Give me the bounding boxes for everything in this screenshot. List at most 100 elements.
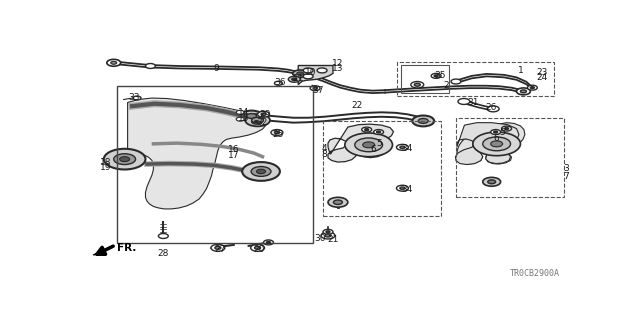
- Circle shape: [288, 76, 300, 82]
- Text: 33: 33: [129, 92, 140, 101]
- Circle shape: [516, 88, 531, 95]
- Text: 35: 35: [434, 71, 445, 80]
- Circle shape: [345, 133, 392, 157]
- Circle shape: [396, 185, 408, 191]
- Circle shape: [104, 149, 145, 170]
- Circle shape: [520, 90, 526, 93]
- Text: 5: 5: [499, 128, 505, 137]
- Text: 34: 34: [401, 185, 412, 194]
- Circle shape: [246, 114, 257, 118]
- Circle shape: [400, 146, 405, 148]
- Circle shape: [242, 162, 280, 181]
- Circle shape: [114, 154, 136, 164]
- Circle shape: [120, 157, 129, 162]
- Circle shape: [303, 74, 313, 79]
- Bar: [456, 118, 564, 197]
- Circle shape: [257, 169, 266, 174]
- Text: 15: 15: [237, 114, 249, 123]
- Circle shape: [491, 130, 500, 134]
- Text: 11: 11: [293, 74, 305, 83]
- Polygon shape: [92, 245, 114, 256]
- Circle shape: [434, 75, 438, 77]
- Polygon shape: [298, 66, 333, 85]
- Circle shape: [325, 234, 331, 237]
- Text: 22: 22: [352, 101, 363, 110]
- Text: 16: 16: [228, 145, 239, 154]
- Circle shape: [264, 240, 273, 245]
- Circle shape: [275, 131, 280, 134]
- Bar: [117, 86, 313, 244]
- Circle shape: [396, 144, 408, 150]
- Circle shape: [355, 138, 383, 152]
- Text: TR0CB2900A: TR0CB2900A: [510, 269, 560, 278]
- Circle shape: [376, 131, 381, 133]
- Text: 6: 6: [371, 145, 376, 154]
- Text: FR.: FR.: [117, 243, 136, 253]
- Text: 21: 21: [327, 236, 339, 244]
- Circle shape: [261, 113, 266, 116]
- Circle shape: [491, 141, 502, 147]
- Text: 8: 8: [321, 150, 327, 159]
- Text: 18: 18: [100, 157, 111, 167]
- Circle shape: [531, 87, 534, 89]
- Circle shape: [107, 59, 121, 66]
- Text: 17: 17: [228, 151, 239, 160]
- Circle shape: [374, 130, 383, 134]
- Text: 10: 10: [305, 68, 316, 77]
- Circle shape: [504, 128, 509, 130]
- Polygon shape: [456, 123, 519, 164]
- Bar: [401, 65, 449, 92]
- Circle shape: [310, 86, 320, 91]
- Circle shape: [458, 99, 470, 104]
- Circle shape: [111, 61, 116, 64]
- Text: 37: 37: [312, 86, 324, 95]
- Circle shape: [431, 73, 441, 78]
- Text: 12: 12: [332, 59, 343, 68]
- Circle shape: [483, 177, 500, 186]
- Circle shape: [362, 127, 372, 132]
- Text: 34: 34: [401, 144, 412, 153]
- Text: 5: 5: [376, 139, 382, 148]
- Circle shape: [158, 234, 168, 238]
- Text: 4: 4: [321, 144, 327, 153]
- Circle shape: [333, 200, 342, 204]
- Circle shape: [326, 231, 330, 233]
- Circle shape: [292, 70, 308, 77]
- Circle shape: [292, 78, 297, 81]
- Circle shape: [145, 64, 156, 68]
- Text: 27: 27: [214, 245, 225, 254]
- Circle shape: [483, 137, 511, 151]
- Circle shape: [133, 96, 141, 100]
- Text: 3: 3: [564, 164, 570, 173]
- Text: 20: 20: [253, 245, 265, 254]
- Circle shape: [363, 142, 374, 148]
- Circle shape: [271, 130, 283, 135]
- Circle shape: [241, 111, 262, 121]
- Circle shape: [493, 131, 498, 133]
- Circle shape: [251, 166, 271, 176]
- Circle shape: [365, 129, 369, 131]
- Text: 19: 19: [100, 163, 111, 172]
- Circle shape: [251, 244, 264, 251]
- Text: 9: 9: [213, 64, 219, 73]
- Circle shape: [255, 121, 259, 123]
- Text: 30: 30: [314, 234, 326, 243]
- Circle shape: [317, 68, 327, 73]
- Polygon shape: [457, 123, 525, 164]
- Polygon shape: [328, 124, 394, 162]
- Circle shape: [313, 87, 317, 89]
- Circle shape: [323, 229, 333, 234]
- Circle shape: [473, 132, 520, 156]
- Polygon shape: [118, 98, 266, 209]
- Circle shape: [527, 85, 538, 90]
- Circle shape: [487, 106, 499, 112]
- Text: 1: 1: [518, 67, 524, 76]
- Circle shape: [297, 72, 304, 76]
- Text: 13: 13: [332, 64, 344, 74]
- Circle shape: [252, 119, 262, 124]
- Text: 24: 24: [536, 73, 548, 82]
- Text: 14: 14: [237, 108, 249, 117]
- Circle shape: [266, 241, 271, 244]
- Text: 26: 26: [486, 103, 497, 112]
- Text: 2: 2: [444, 81, 449, 90]
